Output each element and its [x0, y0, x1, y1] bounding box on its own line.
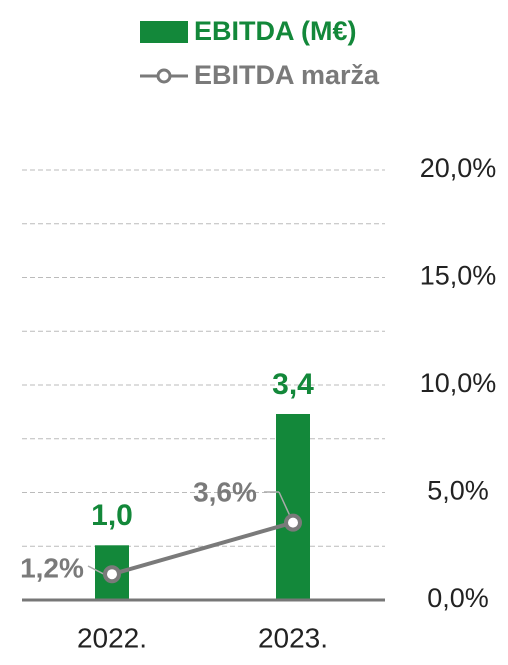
line-value-label: 3,6% — [193, 476, 257, 507]
legend-label: EBITDA (M€) — [194, 16, 357, 46]
line-marker — [284, 513, 302, 532]
y2-tick-label: 0,0% — [427, 583, 489, 613]
bar-value-label: 3,4 — [272, 368, 314, 401]
y2-tick-label: 20,0% — [420, 153, 497, 183]
y2-tick-label: 10,0% — [420, 368, 497, 398]
leader-line — [87, 565, 105, 575]
y2-tick-label: 15,0% — [420, 261, 497, 291]
x-tick-label: 2022. — [77, 622, 147, 653]
x-tick-label: 2023. — [258, 622, 328, 653]
line-marker — [103, 565, 121, 584]
bar-value-label: 1,0 — [91, 499, 133, 532]
legend-swatch — [140, 21, 188, 43]
legend-marker — [156, 68, 172, 84]
legend-label: EBITDA marža — [194, 60, 380, 90]
line — [111, 520, 294, 577]
y2-tick-label: 5,0% — [427, 476, 489, 506]
bar — [276, 413, 310, 600]
line-value-label: 1,2% — [20, 552, 84, 583]
